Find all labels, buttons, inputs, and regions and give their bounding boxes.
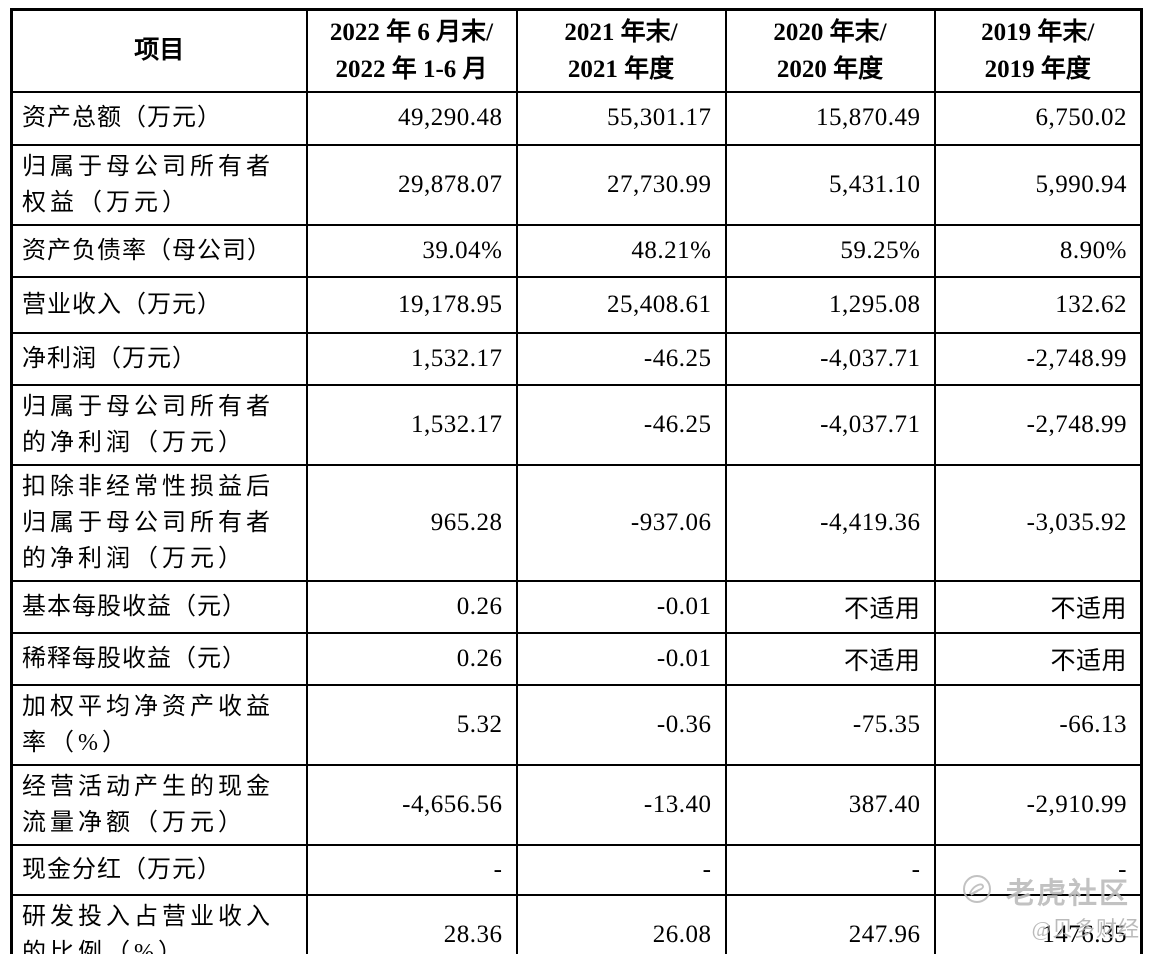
row-label: 加权平均净资产收益 率（%）	[10, 683, 308, 766]
cell-value: -3,035.92	[933, 463, 1143, 582]
column-header-period-2021: 2021 年末/ 2021 年度	[515, 8, 727, 93]
cell-value: 6,750.02	[933, 90, 1143, 146]
cell-value: 5.32	[305, 683, 518, 766]
financial-summary-table: 项目 2022 年 6 月末/ 2022 年 1-6 月 2021 年末/ 20…	[10, 8, 1143, 954]
table-row-diluted-eps: 稀释每股收益（元） 0.26 -0.01 不适用 不适用	[10, 631, 1143, 686]
row-label: 扣除非经常性损益后 归属于母公司所有者 的净利润（万元）	[10, 463, 308, 582]
cell-value: -4,037.71	[724, 331, 936, 386]
cell-value: -4,656.56	[305, 763, 518, 846]
cell-value: 8.90%	[933, 223, 1143, 278]
cell-value: 5,990.94	[933, 143, 1143, 226]
table-row-debt-ratio: 资产负债率（母公司） 39.04% 48.21% 59.25% 8.90%	[10, 223, 1143, 278]
table-row-deducted-net-profit: 扣除非经常性损益后 归属于母公司所有者 的净利润（万元） 965.28 -937…	[10, 463, 1143, 582]
cell-value: 不适用	[933, 579, 1143, 634]
cell-value: -2,748.99	[933, 383, 1143, 466]
cell-value: 0.26	[305, 579, 518, 634]
row-label: 现金分红（万元）	[10, 843, 308, 896]
table-row-parent-net-profit: 归属于母公司所有者 的净利润（万元） 1,532.17 -46.25 -4,03…	[10, 383, 1143, 466]
cell-value: -	[305, 843, 518, 896]
cell-value: 不适用	[724, 579, 936, 634]
period-line-2: 2022 年 1-6 月	[335, 55, 488, 83]
cell-value: 29,878.07	[305, 143, 518, 226]
cell-value: 1,532.17	[305, 383, 518, 466]
cell-value: 27,730.99	[515, 143, 727, 226]
row-label: 稀释每股收益（元）	[10, 631, 308, 686]
row-label: 资产总额（万元）	[10, 90, 308, 146]
cell-value: 5,431.10	[724, 143, 936, 226]
cell-value: -46.25	[515, 331, 727, 386]
row-label: 归属于母公司所有者 权益（万元）	[10, 143, 308, 226]
period-line-2: 2019 年度	[984, 55, 1091, 83]
cell-value: 247.96	[724, 893, 936, 954]
table-row-rd-ratio: 研发投入占营业收入 的比例（%） 28.36 26.08 247.96 1476…	[10, 893, 1143, 954]
cell-value: -13.40	[515, 763, 727, 846]
table-row-cash-dividend: 现金分红（万元） - - - -	[10, 843, 1143, 896]
row-label: 营业收入（万元）	[10, 275, 308, 334]
row-label: 基本每股收益（元）	[10, 579, 308, 634]
cell-value: 25,408.61	[515, 275, 727, 334]
cell-value: 387.40	[724, 763, 936, 846]
period-line-2: 2021 年度	[567, 55, 675, 83]
cell-value: -	[515, 843, 727, 896]
period-line-1: 2020 年末/	[773, 18, 887, 46]
header-row: 项目 2022 年 6 月末/ 2022 年 1-6 月 2021 年末/ 20…	[10, 8, 1143, 93]
cell-value: 39.04%	[305, 223, 518, 278]
cell-value: -0.01	[515, 579, 727, 634]
cell-value: 不适用	[933, 631, 1143, 686]
column-header-period-2019: 2019 年末/ 2019 年度	[933, 8, 1143, 93]
column-header-item: 项目	[10, 8, 308, 93]
cell-value: -937.06	[515, 463, 727, 582]
row-label: 资产负债率（母公司）	[10, 223, 308, 278]
cell-value: 1476.35	[933, 893, 1143, 954]
cell-value: 28.36	[305, 893, 518, 954]
cell-value: 19,178.95	[305, 275, 518, 334]
cell-value: 15,870.49	[724, 90, 936, 146]
row-label: 研发投入占营业收入 的比例（%）	[10, 893, 308, 954]
cell-value: -4,419.36	[724, 463, 936, 582]
row-label: 经营活动产生的现金 流量净额（万元）	[10, 763, 308, 846]
table-row-net-profit: 净利润（万元） 1,532.17 -46.25 -4,037.71 -2,748…	[10, 331, 1143, 386]
cell-value: -2,910.99	[933, 763, 1143, 846]
period-line-1: 2022 年 6 月末/	[329, 18, 494, 46]
cell-value: 59.25%	[724, 223, 936, 278]
table-row-operating-cash-flow: 经营活动产生的现金 流量净额（万元） -4,656.56 -13.40 387.…	[10, 763, 1143, 846]
column-header-period-2020: 2020 年末/ 2020 年度	[724, 8, 936, 93]
cell-value: 1,295.08	[724, 275, 936, 334]
cell-value: -75.35	[724, 683, 936, 766]
row-label: 归属于母公司所有者 的净利润（万元）	[10, 383, 308, 466]
cell-value: 55,301.17	[515, 90, 727, 146]
cell-value: 132.62	[933, 275, 1143, 334]
table-row-revenue: 营业收入（万元） 19,178.95 25,408.61 1,295.08 13…	[10, 275, 1143, 334]
cell-value: -4,037.71	[724, 383, 936, 466]
cell-value: -0.36	[515, 683, 727, 766]
cell-value: 48.21%	[515, 223, 727, 278]
cell-value: 49,290.48	[305, 90, 518, 146]
table-row-total-assets: 资产总额（万元） 49,290.48 55,301.17 15,870.49 6…	[10, 90, 1143, 146]
period-line-1: 2019 年末/	[981, 18, 1095, 46]
cell-value: -46.25	[515, 383, 727, 466]
cell-value: -2,748.99	[933, 331, 1143, 386]
cell-value: 26.08	[515, 893, 727, 954]
cell-value: 1,532.17	[305, 331, 518, 386]
cell-value: -	[724, 843, 936, 896]
period-line-1: 2021 年末/	[564, 18, 678, 46]
cell-value: -66.13	[933, 683, 1143, 766]
column-header-period-2022: 2022 年 6 月末/ 2022 年 1-6 月	[305, 8, 518, 93]
cell-value: 不适用	[724, 631, 936, 686]
row-label: 净利润（万元）	[10, 331, 308, 386]
table-row-parent-equity: 归属于母公司所有者 权益（万元） 29,878.07 27,730.99 5,4…	[10, 143, 1143, 226]
cell-value: -	[933, 843, 1143, 896]
period-line-2: 2020 年度	[776, 55, 884, 83]
table-row-weighted-roe: 加权平均净资产收益 率（%） 5.32 -0.36 -75.35 -66.13	[10, 683, 1143, 766]
cell-value: -0.01	[515, 631, 727, 686]
table-row-basic-eps: 基本每股收益（元） 0.26 -0.01 不适用 不适用	[10, 579, 1143, 634]
cell-value: 965.28	[305, 463, 518, 582]
cell-value: 0.26	[305, 631, 518, 686]
